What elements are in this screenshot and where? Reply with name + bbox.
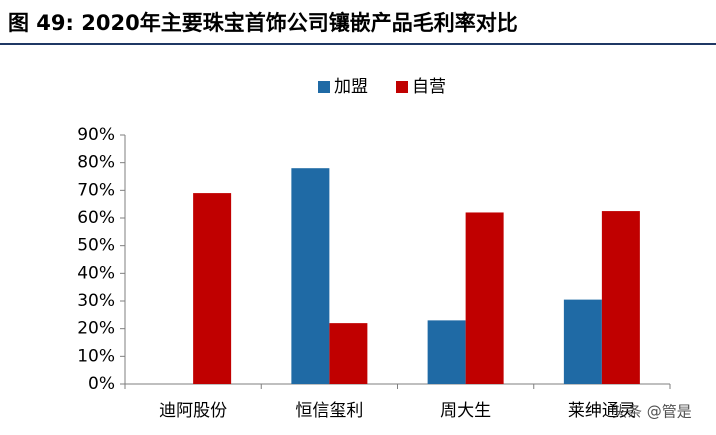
bar	[465, 212, 504, 384]
chart-title: 图 49: 2020年主要珠宝首饰公司镶嵌产品毛利率对比	[8, 11, 518, 35]
y-tick-label: 70%	[77, 180, 115, 200]
x-tick-label: 恒信玺利	[295, 401, 363, 421]
bar	[427, 320, 466, 384]
watermark: 头条 @管是	[612, 403, 692, 421]
legend-swatch	[396, 81, 408, 93]
y-tick-label: 50%	[77, 236, 115, 256]
x-tick-label: 莱绅通灵	[568, 401, 636, 421]
y-tick-label: 60%	[77, 208, 115, 228]
y-tick-label: 20%	[77, 319, 115, 339]
bar	[563, 299, 602, 384]
y-tick-label: 40%	[77, 263, 115, 283]
y-tick-label: 10%	[77, 346, 115, 366]
legend-label: 自营	[412, 77, 446, 97]
y-tick-label: 30%	[77, 291, 115, 311]
bar	[193, 193, 232, 384]
legend-label: 加盟	[334, 77, 368, 97]
x-tick-label: 周大生	[440, 401, 491, 421]
legend-swatch	[318, 81, 330, 93]
x-tick-label: 迪阿股份	[159, 401, 227, 421]
y-tick-label: 80%	[77, 153, 115, 173]
y-tick-label: 90%	[77, 125, 115, 145]
bar	[329, 323, 368, 384]
bar	[601, 211, 640, 384]
y-tick-label: 0%	[88, 374, 115, 394]
bar	[291, 168, 330, 384]
